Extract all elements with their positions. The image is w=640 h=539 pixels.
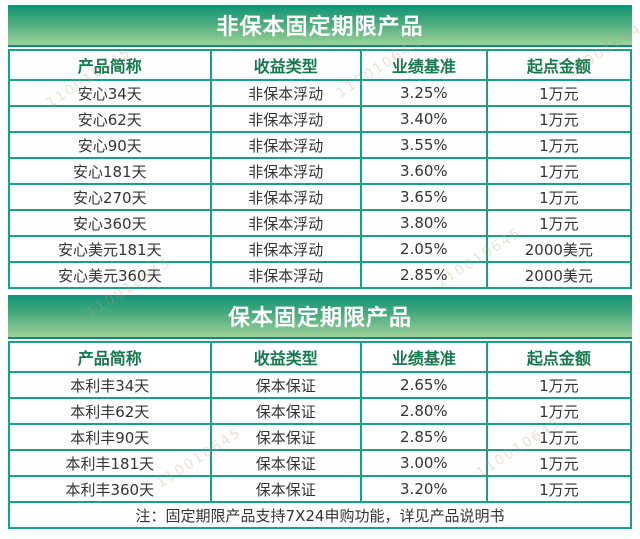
cell-min-amount: 1万元 [485,105,633,133]
cell-min-amount: 1万元 [485,423,633,451]
table2-products: 产品简称 收益类型 业绩基准 起点金额 本利丰34天 保本保证 2.65% 1万… [8,341,633,529]
column-header-income-type: 收益类型 [209,49,363,81]
cell-product-name: 安心34天 [8,79,212,107]
cell-benchmark: 3.20% [360,475,488,503]
table1-title: 非保本固定期限产品 [216,15,424,40]
cell-benchmark: 2.65% [360,371,488,399]
cell-min-amount: 2000美元 [485,235,633,263]
cell-min-amount: 1万元 [485,157,633,185]
table1-header-row: 产品简称 收益类型 业绩基准 起点金额 [8,49,633,81]
cell-min-amount: 1万元 [485,209,633,237]
column-header-min-amount: 起点金额 [485,341,633,373]
table2-header-row: 产品简称 收益类型 业绩基准 起点金额 [8,341,633,373]
cell-income-type: 非保本浮动 [209,131,363,159]
table-row: 安心62天 非保本浮动 3.40% 1万元 [8,105,633,133]
table1-products: 产品简称 收益类型 业绩基准 起点金额 安心34天 非保本浮动 3.25% 1万… [8,49,633,289]
cell-benchmark: 3.25% [360,79,488,107]
table2-title-band: 保本固定期限产品 [8,295,632,339]
cell-income-type: 保本保证 [209,397,363,425]
cell-income-type: 非保本浮动 [209,261,363,289]
cell-product-name: 本利丰181天 [8,449,212,477]
column-header-min-amount: 起点金额 [485,49,633,81]
cell-income-type: 保本保证 [209,475,363,503]
cell-min-amount: 1万元 [485,449,633,477]
table2-title: 保本固定期限产品 [227,306,412,331]
footnote: 注：固定期限产品支持7X24申购功能，详见产品说明书 [8,501,632,529]
cell-benchmark: 2.80% [360,397,488,425]
cell-income-type: 保本保证 [209,371,363,399]
cell-min-amount: 1万元 [485,131,633,159]
table1-title-band: 非保本固定期限产品 [8,5,632,47]
cell-benchmark: 3.65% [360,183,488,211]
cell-product-name: 安心90天 [8,131,212,159]
column-header-product-name: 产品简称 [8,49,212,81]
cell-product-name: 本利丰62天 [8,397,212,425]
cell-income-type: 保本保证 [209,449,363,477]
table-row: 安心270天 非保本浮动 3.65% 1万元 [8,183,633,211]
cell-benchmark: 3.80% [360,209,488,237]
cell-product-name: 本利丰34天 [8,371,212,399]
cell-income-type: 非保本浮动 [209,157,363,185]
cell-income-type: 保本保证 [209,423,363,451]
cell-income-type: 非保本浮动 [209,209,363,237]
cell-min-amount: 1万元 [485,371,633,399]
table-row: 本利丰181天 保本保证 3.00% 1万元 [8,449,633,477]
cell-benchmark: 3.60% [360,157,488,185]
cell-min-amount: 1万元 [485,475,633,503]
cell-min-amount: 2000美元 [485,261,633,289]
cell-benchmark: 2.85% [360,261,488,289]
table-row: 安心181天 非保本浮动 3.60% 1万元 [8,157,633,185]
cell-product-name: 本利丰360天 [8,475,212,503]
cell-product-name: 本利丰90天 [8,423,212,451]
cell-product-name: 安心美元360天 [8,261,212,289]
cell-min-amount: 1万元 [485,397,633,425]
column-header-product-name: 产品简称 [8,341,212,373]
cell-benchmark: 2.85% [360,423,488,451]
table-row: 安心360天 非保本浮动 3.80% 1万元 [8,209,633,237]
column-header-income-type: 收益类型 [209,341,363,373]
table-row: 本利丰360天 保本保证 3.20% 1万元 [8,475,633,503]
cell-income-type: 非保本浮动 [209,235,363,263]
cell-product-name: 安心美元181天 [8,235,212,263]
cell-product-name: 安心181天 [8,157,212,185]
cell-income-type: 非保本浮动 [209,183,363,211]
tables-container: 非保本固定期限产品 产品简称 收益类型 业绩基准 起点金额 安心34天 非保本浮… [8,5,633,529]
note-row: 注：固定期限产品支持7X24申购功能，详见产品说明书 [8,501,632,529]
table-row: 本利丰62天 保本保证 2.80% 1万元 [8,397,633,425]
cell-product-name: 安心270天 [8,183,212,211]
column-header-benchmark: 业绩基准 [360,49,488,81]
cell-benchmark: 3.55% [360,131,488,159]
cell-min-amount: 1万元 [485,183,633,211]
cell-income-type: 非保本浮动 [209,105,363,133]
column-header-benchmark: 业绩基准 [360,341,488,373]
table-row: 安心90天 非保本浮动 3.55% 1万元 [8,131,633,159]
cell-product-name: 安心360天 [8,209,212,237]
table-row: 安心美元360天 非保本浮动 2.85% 2000美元 [8,261,633,289]
table-row: 本利丰90天 保本保证 2.85% 1万元 [8,423,633,451]
cell-benchmark: 3.00% [360,449,488,477]
cell-benchmark: 2.05% [360,235,488,263]
table-row: 安心美元181天 非保本浮动 2.05% 2000美元 [8,235,633,263]
cell-benchmark: 3.40% [360,105,488,133]
cell-min-amount: 1万元 [485,79,633,107]
cell-product-name: 安心62天 [8,105,212,133]
table-row: 本利丰34天 保本保证 2.65% 1万元 [8,371,633,399]
table-row: 安心34天 非保本浮动 3.25% 1万元 [8,79,633,107]
cell-income-type: 非保本浮动 [209,79,363,107]
